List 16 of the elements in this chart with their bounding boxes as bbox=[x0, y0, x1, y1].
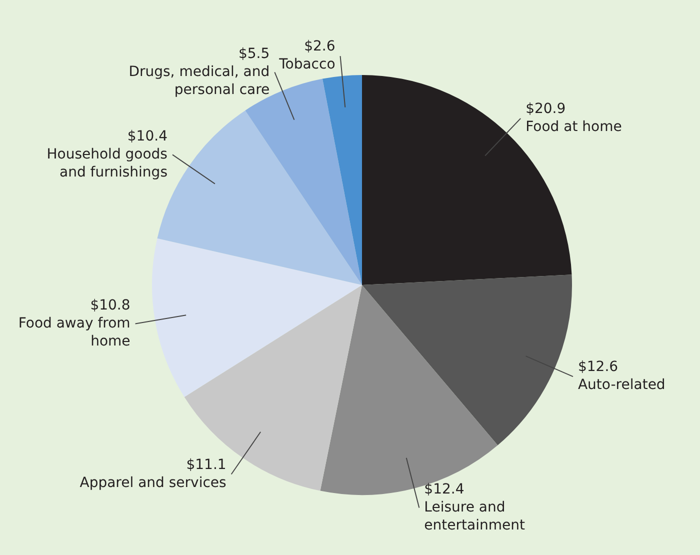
data-label: $10.8 bbox=[90, 297, 130, 314]
data-label: $12.4 bbox=[424, 481, 464, 498]
slice-label: Food at home bbox=[526, 119, 622, 136]
data-label: $2.6 bbox=[304, 38, 336, 55]
slice-label: Leisure and entertainment bbox=[424, 499, 526, 534]
slice-label: Drugs, medical, and personal care bbox=[128, 64, 270, 98]
data-label: $11.1 bbox=[186, 456, 226, 473]
data-label: $20.9 bbox=[526, 101, 566, 118]
data-label: $5.5 bbox=[238, 46, 270, 62]
slice-label: Household goods and furnishings bbox=[46, 146, 168, 180]
slice-label: Apparel and services bbox=[80, 474, 226, 491]
data-label: $10.4 bbox=[127, 128, 168, 144]
slice-label: Tobacco bbox=[278, 56, 336, 73]
slice-label: Auto-related bbox=[578, 377, 666, 394]
data-label: $12.6 bbox=[578, 359, 618, 376]
slice-label: Food away from home bbox=[18, 315, 130, 350]
